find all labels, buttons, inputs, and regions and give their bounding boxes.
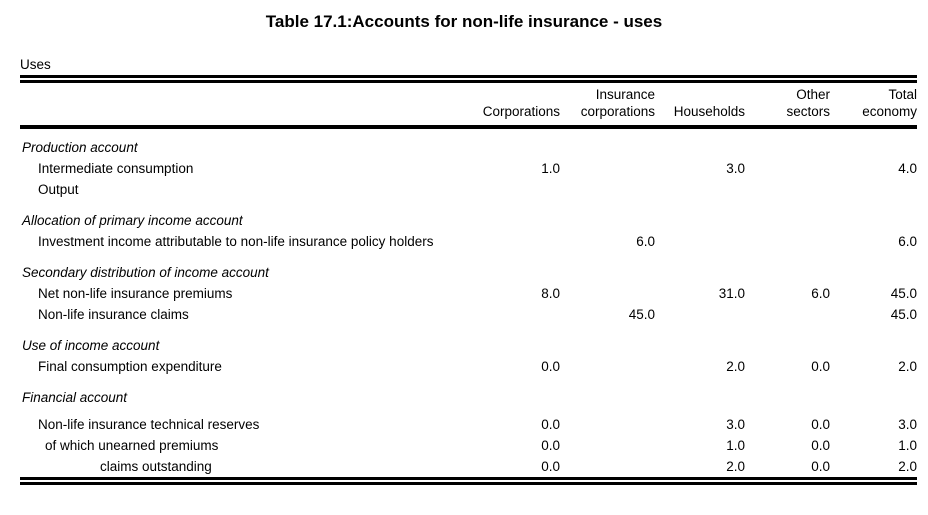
cell-total-economy: 6.0 (898, 234, 917, 249)
row-label: Investment income attributable to non-li… (38, 234, 434, 249)
cell-other-sectors: 0.0 (811, 417, 830, 432)
cell-total-economy: 45.0 (890, 286, 917, 301)
cell-corporations: 0.0 (541, 438, 560, 453)
column-header-total-economy: Total economy (862, 87, 917, 119)
cell-corporations (460, 179, 560, 200)
account-section: Financial account Non-life insurance tech… (20, 387, 917, 477)
cell-other-sectors: 6.0 (811, 286, 830, 301)
column-header-insurance-corporations: Insurance corporations (580, 87, 655, 119)
section-heading: Production account (22, 140, 138, 155)
cell-corporations (460, 304, 560, 325)
account-section: Secondary distribution of income account… (20, 262, 917, 325)
cell-other-sectors: 0.0 (811, 459, 830, 474)
cell-households (655, 179, 745, 200)
column-header-corporations: Corporations (482, 104, 560, 119)
cell-corporations (460, 231, 560, 252)
cell-total-economy: 2.0 (898, 459, 917, 474)
cell-households (655, 304, 745, 325)
cell-households: 1.0 (726, 438, 745, 453)
cell-corporations: 0.0 (541, 459, 560, 474)
cell-corporations: 0.0 (541, 359, 560, 374)
account-section: Use of income account Final consumption e… (20, 335, 917, 377)
cell-households: 31.0 (718, 286, 745, 301)
cell-total-economy: 2.0 (898, 359, 917, 374)
cell-households: 2.0 (726, 359, 745, 374)
cell-other-sectors: 0.0 (811, 359, 830, 374)
cell-insurance-corporations (560, 179, 655, 200)
cell-total-economy: 4.0 (898, 161, 917, 176)
table-row: Non-life insurance technical reserves 0.0… (20, 414, 917, 435)
row-label: Non-life insurance technical reserves (38, 417, 260, 432)
cell-insurance-corporations (560, 456, 655, 477)
table-row: Investment income attributable to non-li… (20, 231, 917, 252)
cell-total-economy: 1.0 (898, 438, 917, 453)
cell-households (655, 231, 745, 252)
cell-insurance-corporations (560, 283, 655, 304)
account-section: Allocation of primary income account Inve… (20, 210, 917, 252)
section-heading: Financial account (22, 390, 128, 405)
table-row: Net non-life insurance premiums 8.0 31.0 6.… (20, 283, 917, 304)
table-header-row: Corporations Insurance corporations Hous… (20, 83, 917, 125)
cell-other-sectors (745, 179, 830, 200)
column-header-households: Households (673, 104, 745, 119)
bottom-double-rule (20, 477, 917, 485)
row-label: Non-life insurance claims (38, 307, 189, 322)
cell-total-economy (830, 179, 917, 200)
row-label: Intermediate consumption (38, 161, 194, 176)
table-row: Final consumption expenditure 0.0 2.0 0.0 2.… (20, 356, 917, 377)
cell-insurance-corporations: 6.0 (636, 234, 655, 249)
cell-other-sectors (745, 304, 830, 325)
uses-label: Uses (20, 57, 51, 72)
cell-corporations: 1.0 (541, 161, 560, 176)
section-heading: Secondary distribution of income account (22, 265, 269, 280)
row-label: Output (38, 182, 79, 197)
cell-total-economy: 3.0 (898, 417, 917, 432)
cell-households: 2.0 (726, 459, 745, 474)
cell-corporations: 0.0 (541, 417, 560, 432)
cell-insurance-corporations: 45.0 (628, 307, 655, 322)
cell-total-economy: 45.0 (890, 307, 917, 322)
account-section: Production account Intermediate consumpti… (20, 137, 917, 200)
column-header-other-sectors: Other sectors (786, 87, 830, 119)
top-double-rule (20, 75, 917, 83)
table-row: Intermediate consumption 1.0 3.0 4.0 (20, 158, 917, 179)
table-row: of which unearned premiums 0.0 1.0 0.0 1.0 (20, 435, 917, 456)
cell-other-sectors (745, 231, 830, 252)
cell-insurance-corporations (560, 158, 655, 179)
cell-insurance-corporations (560, 414, 655, 435)
cell-insurance-corporations (560, 435, 655, 456)
row-label: Final consumption expenditure (38, 359, 222, 374)
cell-other-sectors (745, 158, 830, 179)
table-row: Output (20, 179, 917, 200)
table-row: Non-life insurance claims 45.0 45.0 (20, 304, 917, 325)
section-heading: Use of income account (22, 338, 160, 353)
row-label: of which unearned premiums (45, 438, 219, 453)
row-label: Net non-life insurance premiums (38, 286, 233, 301)
cell-other-sectors: 0.0 (811, 438, 830, 453)
table-body: Production account Intermediate consumpti… (20, 137, 917, 477)
cell-insurance-corporations (560, 356, 655, 377)
cell-households: 3.0 (726, 417, 745, 432)
cell-corporations: 8.0 (541, 286, 560, 301)
row-label: claims outstanding (100, 459, 212, 474)
cell-households: 3.0 (726, 161, 745, 176)
table-title: Table 17.1:Accounts for non-life insuran… (265, 12, 663, 31)
accounts-table: Uses Corporations Insurance corporations… (20, 55, 917, 485)
table-row: claims outstanding 0.0 2.0 0.0 2.0 (20, 456, 917, 477)
header-rule (20, 125, 917, 129)
section-heading: Allocation of primary income account (22, 213, 243, 228)
